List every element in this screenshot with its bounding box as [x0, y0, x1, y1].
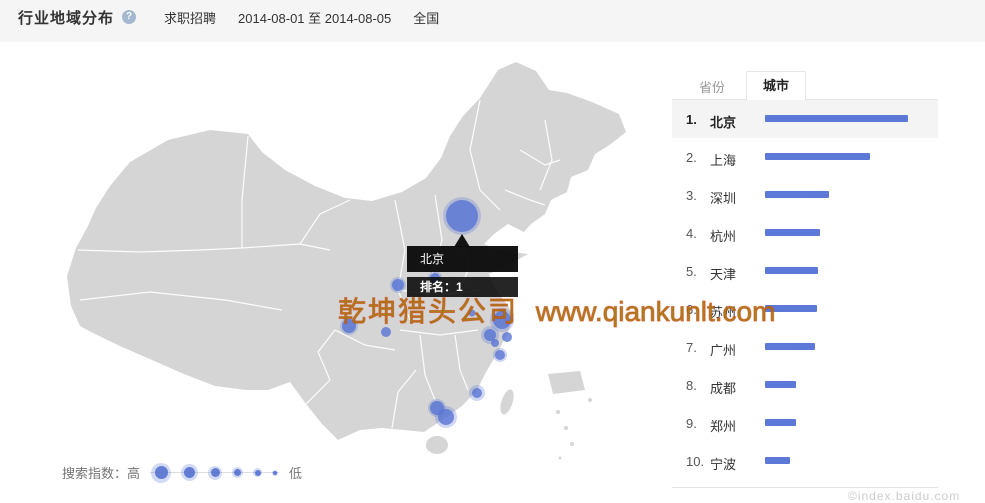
city-label: 上海	[710, 153, 737, 168]
list-item[interactable]: 4. 杭州	[672, 214, 938, 252]
city-ranking-list: 1. 北京 2. 上海 3. 深圳 4. 杭州 5. 天津 6. 苏州 7. 广…	[672, 100, 938, 480]
city-label: 广州	[710, 343, 737, 358]
index-bar	[765, 343, 815, 350]
index-bar	[765, 305, 817, 312]
index-bar	[765, 153, 870, 160]
index-bar	[765, 267, 818, 274]
legend-label: 搜索指数：高	[62, 466, 141, 481]
rank-label: 10.	[686, 454, 705, 469]
search-index-legend: 搜索指数：高 低	[62, 459, 302, 486]
index-bar	[765, 381, 796, 388]
legend-circle-4	[232, 467, 244, 478]
rank-label: 1.	[686, 112, 697, 127]
region-label: 全国	[413, 10, 440, 26]
legend-circle-2	[181, 464, 199, 481]
rank-label: 9.	[686, 416, 697, 431]
legend-circle-1	[151, 462, 172, 483]
scs-islands	[548, 371, 585, 394]
tooltip-arrow-icon	[454, 234, 470, 247]
rank-label: 6.	[686, 302, 697, 317]
keyword-label: 求职招聘	[164, 10, 217, 26]
city-label: 北京	[710, 115, 737, 130]
list-item[interactable]: 7. 广州	[672, 328, 938, 366]
index-bar	[765, 419, 796, 426]
tab-city[interactable]: 城市	[746, 71, 806, 101]
city-label: 郑州	[710, 419, 737, 434]
list-item[interactable]: 2. 上海	[672, 138, 938, 176]
copyright-text: ©index.baidu.com	[848, 489, 961, 503]
tooltip-rank: 排名：1	[407, 277, 518, 297]
index-bar	[765, 191, 829, 198]
panel-divider	[672, 487, 938, 488]
date-range-label: 2014-08-01 至 2014-08-05	[238, 10, 392, 26]
rank-label: 8.	[686, 378, 697, 393]
legend-circle-5	[253, 468, 263, 477]
city-label: 天津	[710, 267, 737, 282]
rank-label: 7.	[686, 340, 697, 355]
list-item[interactable]: 5. 天津	[672, 252, 938, 290]
panel-tabs: 省份 城市	[672, 60, 938, 101]
taiwan-island	[500, 389, 514, 415]
list-item[interactable]: 8. 成都	[672, 366, 938, 404]
map-tooltip: 北京 排名：1	[407, 234, 518, 297]
index-bar	[765, 115, 908, 122]
list-item[interactable]: 3. 深圳	[672, 176, 938, 214]
ranking-panel: 省份 城市 1. 北京 2. 上海 3. 深圳 4. 杭州 5. 天津 6. 苏…	[672, 60, 959, 503]
list-item[interactable]: 9. 郑州	[672, 404, 938, 442]
china-outline	[67, 62, 626, 440]
tooltip-city: 北京	[407, 246, 518, 272]
rank-label: 2.	[686, 150, 697, 165]
index-bar	[765, 229, 820, 236]
legend-circle-6	[272, 469, 279, 476]
legend-low-label: 低	[289, 466, 303, 481]
page-title: 行业地域分布	[18, 9, 115, 27]
rank-label: 5.	[686, 264, 697, 279]
tab-province[interactable]: 省份	[699, 80, 726, 95]
list-item[interactable]: 6. 苏州	[672, 290, 938, 328]
city-label: 宁波	[710, 457, 737, 472]
hainan-island	[426, 436, 448, 454]
index-bar	[765, 457, 790, 464]
rank-label: 4.	[686, 226, 697, 241]
city-label: 苏州	[710, 305, 737, 320]
module-header: 行业地域分布 ? 求职招聘 2014-08-01 至 2014-08-05 全国	[0, 0, 985, 42]
city-label: 深圳	[710, 191, 737, 206]
list-item[interactable]: 1. 北京	[672, 100, 938, 138]
help-icon[interactable]: ?	[122, 10, 137, 24]
list-item[interactable]: 10. 宁波	[672, 442, 938, 480]
legend-circle-3	[208, 465, 223, 480]
rank-label: 3.	[686, 188, 697, 203]
city-label: 杭州	[710, 229, 737, 244]
city-label: 成都	[710, 381, 737, 396]
